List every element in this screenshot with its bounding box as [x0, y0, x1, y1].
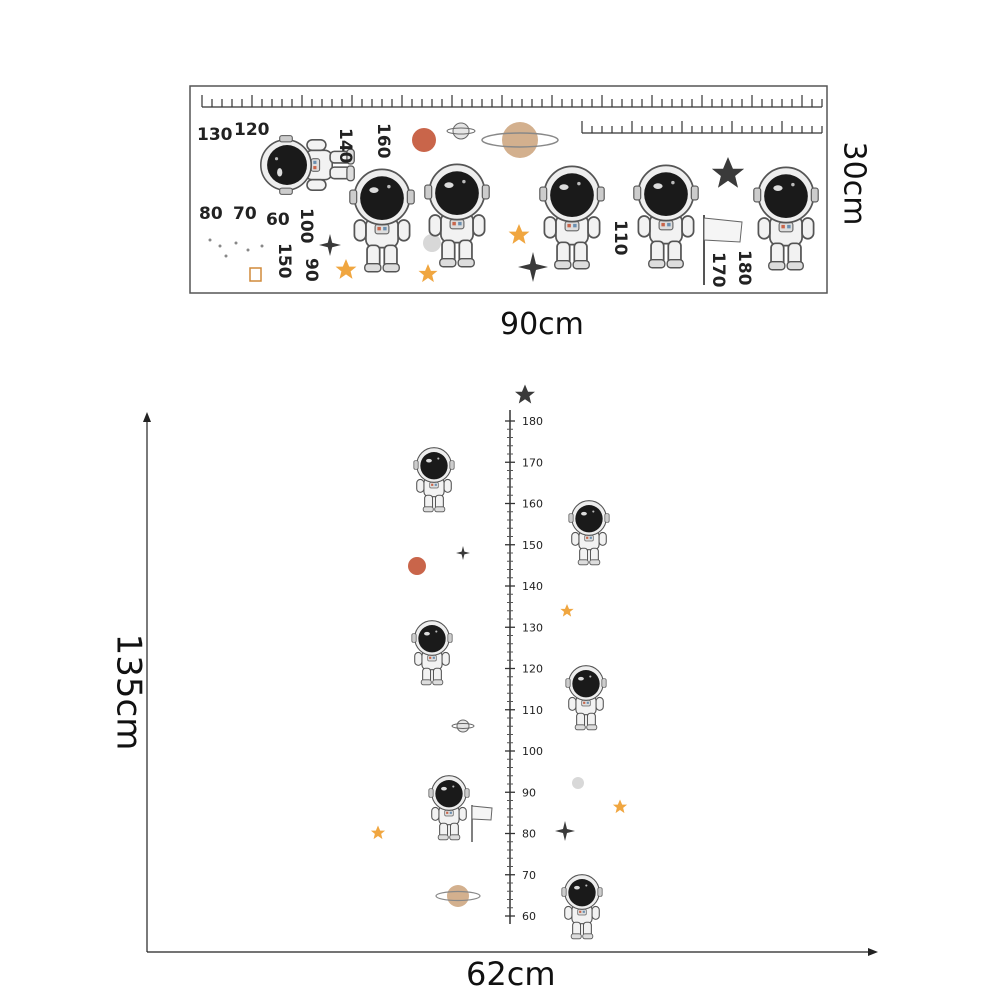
ringed-planet-icon — [435, 885, 481, 907]
number-label: 160 — [373, 123, 393, 159]
vertical-ruler-ticks: 180 170 160 150 140 130 120 110 100 90 80 70 60 — [505, 415, 543, 923]
number-label: 110 — [610, 220, 630, 256]
number-label: 100 — [296, 208, 316, 244]
top-sheet: 130 120 140 160 80 70 60 100 150 90 110 … — [189, 85, 828, 294]
number-label: 90 — [301, 258, 321, 282]
top-star-icon — [515, 384, 535, 404]
astronaut-flag-icon — [428, 775, 470, 841]
sparkle-icon — [555, 821, 575, 841]
arrow-up-icon — [143, 412, 151, 422]
ruler-tick-label: 120 — [522, 663, 543, 676]
number-label: 120 — [234, 120, 270, 140]
ruler-tick-label: 70 — [522, 869, 536, 882]
chart-width-label: 62cm — [466, 955, 556, 993]
top-ruler-right — [581, 121, 823, 134]
logo-mark-icon — [249, 267, 262, 282]
ruler-tick-label: 110 — [522, 704, 543, 717]
grey-moon-icon — [572, 777, 584, 789]
number-label: 170 — [708, 252, 728, 288]
ruler-tick-label: 130 — [522, 621, 543, 634]
number-label: 150 — [274, 243, 294, 279]
small-ringed-planet-icon — [451, 719, 475, 733]
top-ruler — [201, 95, 823, 108]
astronaut-walking-icon — [561, 874, 603, 940]
astronaut-standing-icon — [411, 620, 453, 686]
astronaut-dab-icon — [565, 665, 607, 731]
astronaut-standing-icon — [568, 500, 610, 566]
ruler-tick-label: 150 — [522, 539, 543, 552]
red-planet-icon — [408, 557, 426, 575]
ringed-planet-icon — [481, 122, 559, 158]
arrow-right-icon — [868, 948, 878, 956]
number-label: 180 — [734, 250, 754, 286]
number-label: 80 — [199, 204, 223, 224]
ruler-tick-label: 140 — [522, 580, 543, 593]
ruler-tick-label: 160 — [522, 498, 543, 511]
ruler-tick-label: 90 — [522, 786, 536, 799]
vertical-chart: 180 170 160 150 140 130 120 110 100 90 80 70 60 — [143, 384, 878, 956]
astronaut-waving-icon — [413, 447, 455, 513]
ruler-tick-label: 80 — [522, 828, 536, 841]
height-label: 30cm — [836, 141, 872, 226]
number-label: 70 — [233, 204, 257, 224]
chart-height-label: 135cm — [108, 633, 149, 751]
ruler-tick-label: 180 — [522, 415, 543, 428]
grey-moon-icon — [423, 234, 441, 252]
orange-star-icon — [370, 825, 386, 840]
orange-star-icon — [612, 799, 628, 814]
number-label: 130 — [197, 125, 233, 145]
number-label: 140 — [335, 128, 355, 164]
sheet-border — [189, 85, 828, 294]
ruler-tick-label: 60 — [522, 910, 536, 923]
small-ringed-planet-icon — [446, 122, 476, 140]
width-label: 90cm — [500, 307, 584, 342]
red-planet-icon — [412, 128, 436, 152]
ruler-tick-label: 170 — [522, 456, 543, 469]
flag-icon — [471, 805, 493, 842]
number-label: 60 — [266, 210, 290, 230]
decorative-dots — [208, 238, 264, 258]
flag-icon — [703, 215, 743, 285]
ruler-tick-label: 100 — [522, 745, 543, 758]
orange-star-icon — [560, 604, 574, 617]
sparkle-icon — [456, 546, 470, 560]
